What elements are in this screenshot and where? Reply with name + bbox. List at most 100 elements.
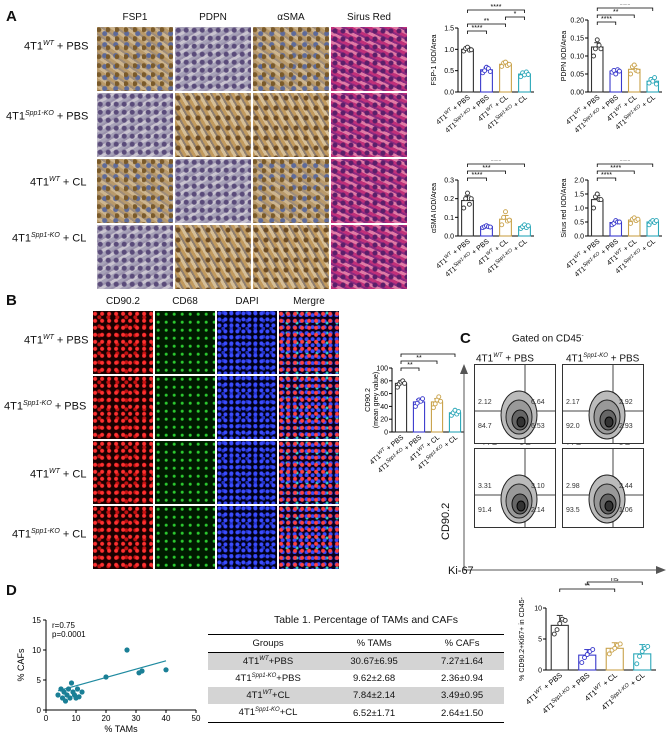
data-point <box>591 205 597 211</box>
flow-quadrant-value: 3.10 <box>531 483 545 490</box>
ihc-image-tile <box>174 224 252 290</box>
data-point <box>461 205 467 211</box>
x-tick-label: 0 <box>44 714 49 723</box>
data-point <box>501 214 507 220</box>
ihc-image-tile <box>96 224 174 290</box>
panel-letter-c: C <box>460 330 471 347</box>
flow-quadrant-value: 84.7 <box>478 423 492 430</box>
x-axis-label: % TAMs <box>104 724 138 734</box>
table-cell-tams: 9.62±2.68 <box>353 673 396 685</box>
data-point <box>591 53 597 59</box>
data-point <box>506 61 512 67</box>
y-tick-label: 5 <box>37 676 42 685</box>
y-tick-label: 10 <box>534 606 542 613</box>
data-point <box>430 405 436 411</box>
data-point <box>465 190 470 196</box>
fluorescence-image-tile <box>278 440 340 505</box>
data-point <box>579 660 585 666</box>
data-point <box>606 651 612 657</box>
ihc-image-tile <box>330 224 408 290</box>
y-tick-label: 0.1 <box>444 215 454 222</box>
significance-bracket <box>400 367 420 371</box>
table-header-tams: % TAMs <box>328 634 421 653</box>
significance-label: **** <box>620 160 631 165</box>
x-tick-label: 50 <box>192 714 201 723</box>
y-tick-label: 0.0 <box>444 90 454 97</box>
ihc-image-tile <box>330 26 408 92</box>
row-label-a-1: 4T1Spp1-KO + PBS <box>6 110 89 123</box>
significance-label: **** <box>601 172 612 179</box>
ihc-image-tile <box>252 158 330 224</box>
data-point <box>503 209 508 215</box>
flow-gate-title: Gated on CD45- <box>512 333 584 345</box>
flow-quadrant-value: 2.98 <box>566 483 580 490</box>
table-row: 4T1Spp1-KO+CL 6.52±1.71 2.64±1.50 <box>208 704 504 723</box>
data-point <box>468 47 474 53</box>
ihc-image-tile <box>252 92 330 158</box>
fluorescence-image-tile <box>278 375 340 440</box>
significance-label: **** <box>491 4 502 11</box>
y-tick-label: 1.0 <box>574 206 584 213</box>
y-tick-label: 15 <box>32 616 41 625</box>
table-cell-tams: 30.67±6.95 <box>328 652 421 671</box>
flow-plot: 2.98 2.44 93.5 1.06 <box>562 448 644 528</box>
data-point <box>518 74 524 80</box>
data-point <box>639 648 645 654</box>
col-head-cd68: CD68 <box>172 296 198 307</box>
fluorescence-image-tile <box>154 375 216 440</box>
fluorescence-image-tile <box>92 440 154 505</box>
significance-label: **** <box>620 4 631 9</box>
table-cell-cafs: 2.64±1.50 <box>420 704 504 723</box>
data-point <box>67 695 73 701</box>
data-point <box>594 191 600 197</box>
data-point <box>584 652 590 657</box>
significance-bracket <box>596 163 654 167</box>
significance-bracket <box>467 23 506 27</box>
y-tick-label: 0.2 <box>444 196 454 203</box>
fluorescence-image-tile <box>92 310 154 375</box>
table-header-cafs: % CAFs <box>420 634 504 653</box>
ihc-image-tile <box>252 224 330 290</box>
y-tick-label: 0 <box>37 706 42 715</box>
fluorescence-image-tile <box>154 440 216 505</box>
significance-bracket <box>467 163 525 167</box>
table-cell-group: 4T1WT+PBS <box>208 652 329 671</box>
y-tick-label: 60 <box>380 391 388 398</box>
ihc-image-tile <box>96 158 174 224</box>
data-point <box>635 216 641 222</box>
y-axis-label: % CAFs <box>16 648 26 682</box>
data-point <box>463 196 469 202</box>
significance-bracket <box>467 9 525 13</box>
y-tick-label: 0.5 <box>444 68 454 75</box>
data-point <box>613 71 619 77</box>
significance-label: **** <box>601 16 612 23</box>
data-point <box>76 694 82 700</box>
data-point <box>598 197 604 203</box>
data-point <box>652 75 658 81</box>
table-cell-tams: 6.52±1.71 <box>328 704 421 723</box>
flow-quadrant-value: 2.44 <box>619 483 633 490</box>
chart-tams-cafs-scatter: 0 10 20 30 40 50 0 5 10 15 % TAMs % CAFs r=0.75p=0.0… <box>16 616 201 734</box>
fluorescence-image-tile <box>216 505 278 570</box>
flow-quadrant-value: 2.92 <box>619 399 633 406</box>
data-point <box>557 621 563 626</box>
data-point <box>551 631 557 637</box>
table-header-groups: Groups <box>208 634 329 653</box>
y-tick-label: 1.5 <box>444 26 454 33</box>
y-tick-label: 0.10 <box>570 54 584 61</box>
significance-label: *** <box>482 165 490 172</box>
data-point <box>436 394 442 400</box>
bar <box>590 199 604 237</box>
ihc-image-tile <box>252 26 330 92</box>
flow-title-1: 4T1Spp1-KO + PBS <box>566 353 640 365</box>
data-point <box>438 398 444 404</box>
table-cell-group: 4T1Spp1-KO+PBS <box>235 673 301 685</box>
flow-quadrant-value: 6.64 <box>531 399 545 406</box>
table-cell-tams: 7.84±2.14 <box>328 687 421 705</box>
row-label-b-2: 4T1WT + CL <box>30 468 87 481</box>
y-tick-label: 40 <box>380 404 388 411</box>
col-head-fsp1: FSP1 <box>122 12 148 23</box>
